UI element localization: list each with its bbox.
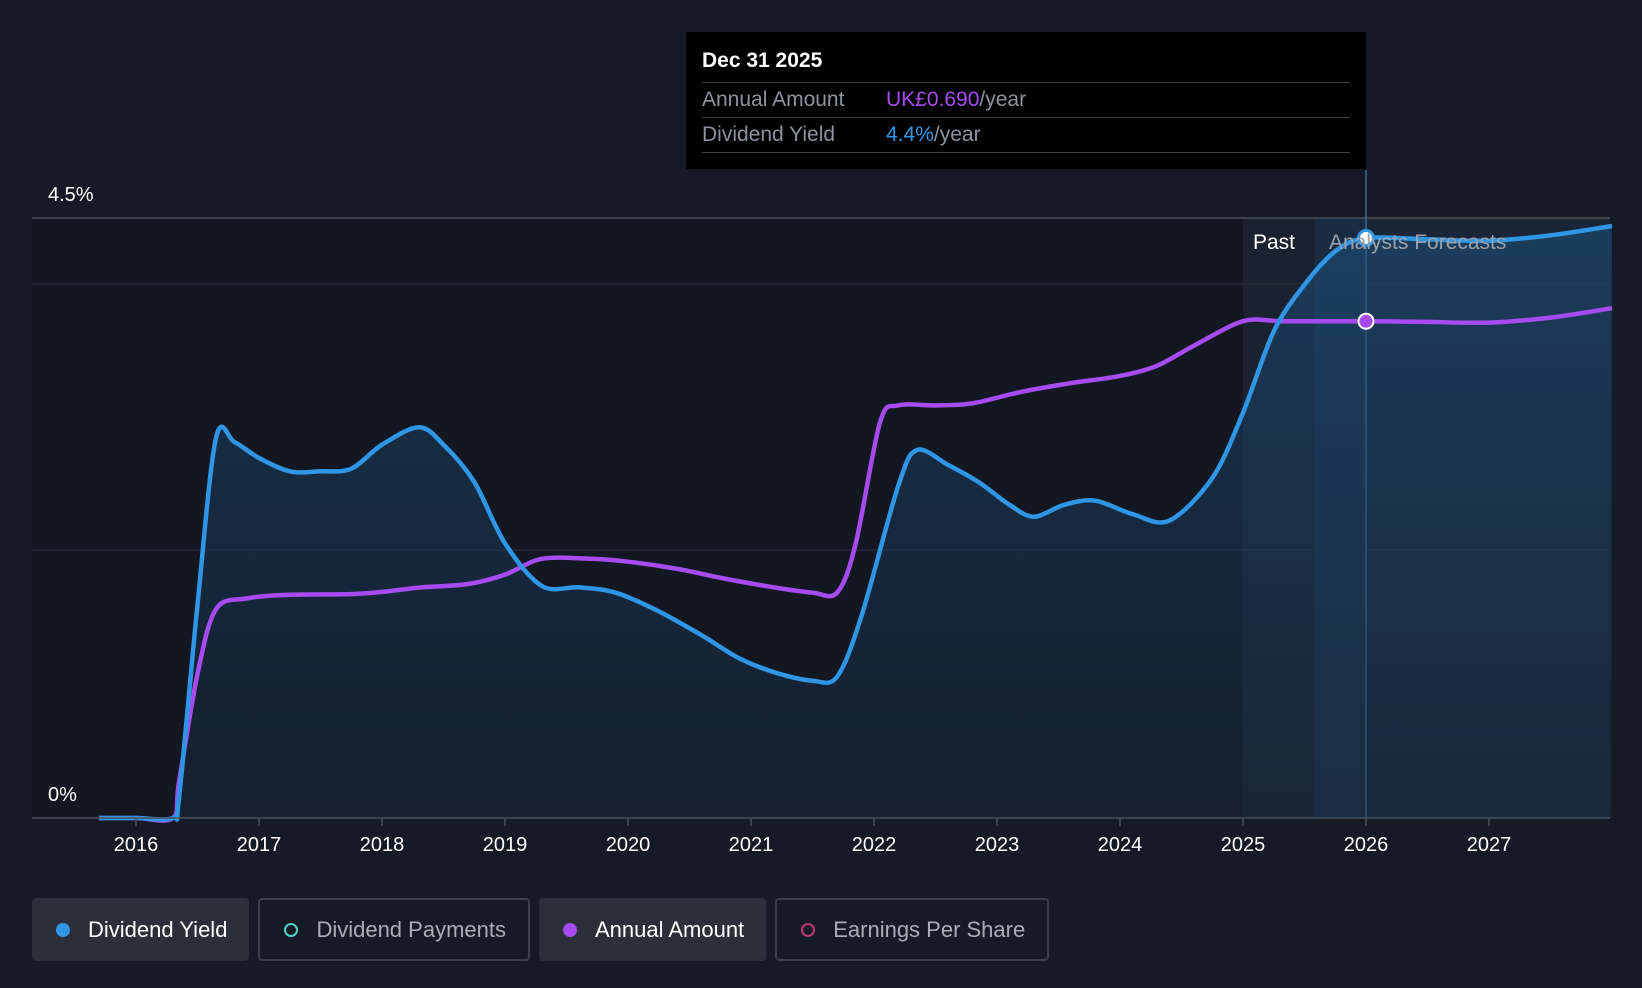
ring-icon (801, 922, 816, 937)
tooltip-unit: /year (933, 123, 981, 146)
dot-icon (562, 922, 577, 937)
annual-amount-marker (1357, 312, 1375, 330)
chart-area: 2016 2017 2018 2019 2020 2021 2022 2023 2024 2025… (32, 32, 1613, 856)
x-tick-label: 2017 (237, 834, 282, 856)
tooltip-date: Dec 31 2025 (702, 46, 1350, 83)
x-tick-label: 2020 (606, 834, 651, 856)
legend-item-dividend-payments[interactable]: Dividend Payments (258, 898, 530, 961)
dividend-yield-line (99, 223, 1613, 822)
legend-label: Dividend Yield (88, 916, 228, 942)
legend-label: Annual Amount (594, 916, 745, 942)
dividend-chart: 2016 2017 2018 2019 2020 2021 2022 2023 2024 2025… (32, 170, 1613, 856)
dividend-yield-area (99, 226, 1613, 820)
legend-item-earnings-per-share[interactable]: Earnings Per Share (775, 898, 1050, 961)
tooltip-row-dividend-yield: Dividend Yield 4.4% /year (702, 118, 1350, 153)
tooltip-label: Dividend Yield (702, 123, 836, 146)
y-tick-label-min: 0% (48, 784, 77, 806)
annual-amount-line (99, 305, 1613, 823)
legend-label: Dividend Payments (316, 916, 506, 942)
x-tick-label: 2024 (1098, 834, 1143, 856)
legend-item-dividend-yield[interactable]: Dividend Yield (32, 898, 250, 961)
forecast-label: Analysts Forecasts (1329, 231, 1506, 254)
tooltip-label: Annual Amount (702, 88, 845, 111)
x-tick-label: 2027 (1467, 834, 1512, 856)
ring-icon (284, 922, 299, 937)
tooltip-value: 4.4% (886, 123, 934, 146)
x-tick-label: 2023 (975, 834, 1020, 856)
y-tick-label-max: 4.5% (48, 184, 94, 206)
x-tick-label: 2026 (1344, 834, 1389, 856)
tooltip-row-annual-amount: Annual Amount UK£0.690 /year (702, 83, 1350, 118)
dividend-yield-marker (1357, 229, 1375, 247)
legend-item-annual-amount[interactable]: Annual Amount (538, 898, 767, 961)
x-tick-label: 2025 (1221, 834, 1266, 856)
tooltip: Dec 31 2025 Annual Amount UK£0.690 /year… (686, 32, 1366, 169)
legend-label: Earnings Per Share (833, 916, 1026, 942)
x-tick-label: 2019 (483, 834, 528, 856)
x-tick-label: 2022 (852, 834, 897, 856)
legend: Dividend Yield Dividend Payments Annual … (32, 898, 1050, 961)
tooltip-unit: /year (979, 88, 1027, 111)
x-tick-label: 2021 (729, 834, 774, 856)
tooltip-value: UK£0.690 (886, 88, 980, 111)
x-tick-label: 2016 (114, 834, 159, 856)
past-label: Past (1253, 231, 1295, 254)
x-tick-label: 2018 (360, 834, 405, 856)
dot-icon (56, 922, 70, 937)
